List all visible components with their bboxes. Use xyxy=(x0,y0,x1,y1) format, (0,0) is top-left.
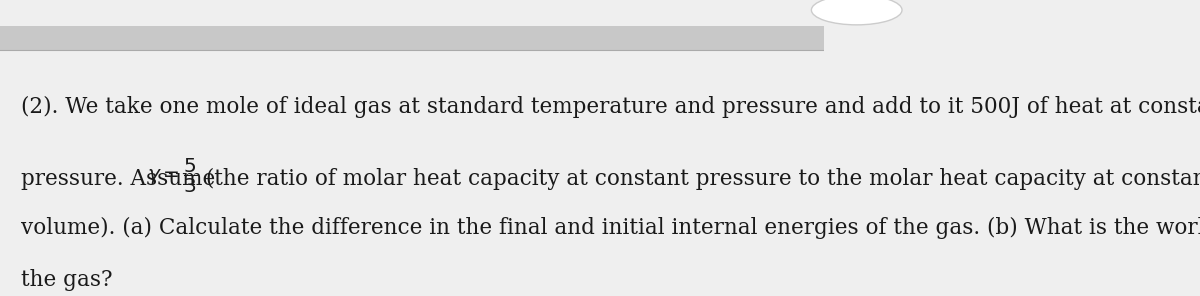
Text: the gas?: the gas? xyxy=(20,269,112,291)
Bar xyxy=(0,26,823,51)
Text: pressure. Assume: pressure. Assume xyxy=(20,168,222,190)
Text: (2). We take one mole of ideal gas at standard temperature and pressure and add : (2). We take one mole of ideal gas at st… xyxy=(20,96,1200,118)
Text: (the ratio of molar heat capacity at constant pressure to the molar heat capacit: (the ratio of molar heat capacity at con… xyxy=(199,168,1200,190)
Circle shape xyxy=(811,0,902,25)
Text: $\gamma = \dfrac{5}{3}$: $\gamma = \dfrac{5}{3}$ xyxy=(146,157,198,195)
Text: volume). (a) Calculate the difference in the final and initial internal energies: volume). (a) Calculate the difference in… xyxy=(20,216,1200,239)
